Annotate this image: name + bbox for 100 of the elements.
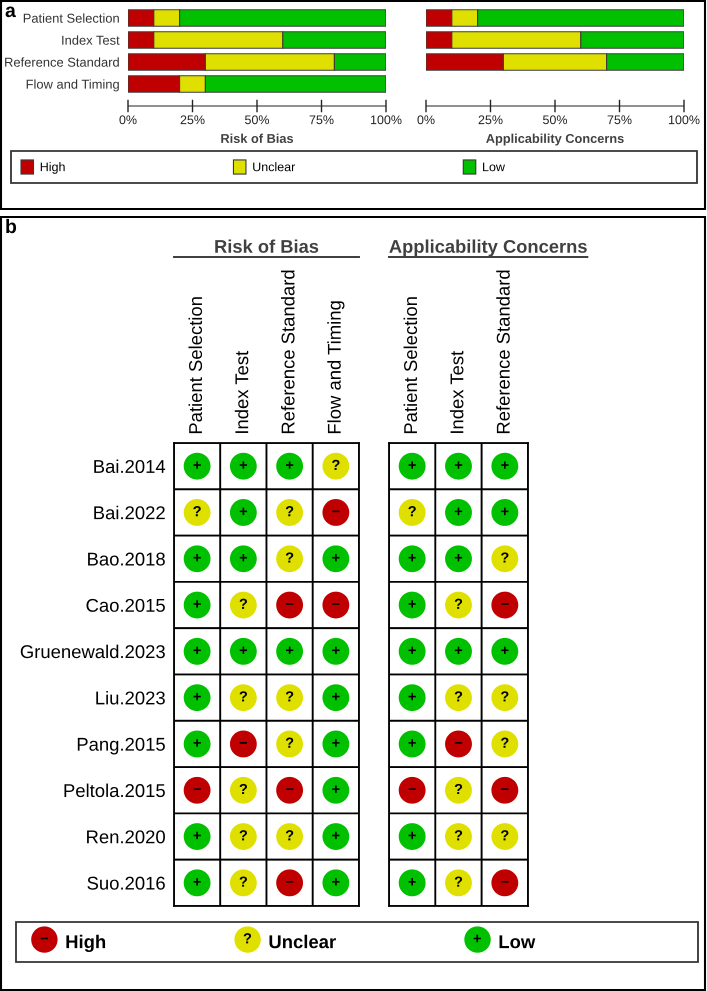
y-tick-label: Bai.2022 [94, 506, 165, 520]
x-tick-label: 0% [119, 115, 137, 124]
text: + [501, 646, 508, 654]
text: ? [240, 830, 247, 840]
chart-title: Applicability Concerns [389, 239, 587, 257]
text: + [408, 554, 416, 562]
text: ? [454, 830, 462, 840]
x-tick-label: Reference Standard [281, 270, 295, 434]
text: ? [240, 876, 247, 887]
text: ? [454, 784, 462, 794]
x-tick-label: 75% [310, 115, 334, 124]
x-tick-label: Patient Selection [404, 297, 418, 434]
text: + [454, 461, 462, 469]
y-tick-label: Patient Selection [24, 13, 119, 23]
y-tick-label: Gruenewald.2023 [20, 644, 165, 658]
legend-label: Unclear [253, 162, 296, 172]
text: ? [501, 552, 508, 563]
x-tick-label: 100% [370, 115, 402, 124]
text: + [408, 832, 416, 840]
text: − [408, 788, 416, 790]
text: + [240, 461, 248, 469]
text: ? [408, 506, 416, 516]
text: ? [240, 784, 247, 794]
text: + [408, 878, 416, 886]
y-tick-label: Ren.2020 [87, 830, 165, 844]
text: + [332, 739, 340, 747]
text: + [408, 461, 416, 469]
text: + [454, 554, 462, 562]
y-tick-label: Suo.2016 [87, 876, 165, 890]
text: ? [501, 691, 508, 702]
text: − [240, 742, 248, 744]
y-tick-label: Bao.2018 [88, 552, 165, 566]
text: High [66, 934, 106, 952]
text: − [286, 880, 294, 883]
text: + [240, 646, 248, 654]
y-tick-label: Cao.2015 [86, 598, 165, 612]
legend-label: High [40, 162, 65, 174]
x-tick-label: 0% [417, 115, 435, 124]
text: + [286, 461, 294, 469]
text: + [454, 646, 462, 654]
text: + [332, 692, 340, 700]
text: − [501, 603, 508, 605]
text: + [332, 646, 340, 654]
text: − [454, 742, 462, 744]
text: + [193, 461, 201, 469]
x-tick-label: 50% [542, 115, 568, 124]
legend-label: Low [483, 162, 505, 172]
text: + [454, 508, 462, 516]
text: + [240, 554, 248, 562]
text: ? [286, 691, 294, 702]
x-tick-label: 50% [244, 115, 270, 124]
text: + [193, 692, 201, 700]
x-tick-label: 25% [180, 115, 205, 124]
text: + [501, 461, 508, 469]
text: + [501, 508, 508, 516]
text: − [286, 788, 294, 790]
text: Low [500, 935, 536, 948]
text: + [240, 508, 248, 516]
x-axis-title: Applicability Concerns [486, 134, 624, 146]
y-tick-label: Pang.2015 [78, 738, 165, 754]
text: − [501, 788, 508, 790]
text: + [193, 646, 201, 654]
text: ? [286, 830, 294, 840]
text: ? [244, 933, 252, 944]
text: b [6, 218, 16, 234]
text: + [408, 600, 416, 608]
text: − [193, 788, 201, 790]
text: ? [454, 876, 462, 887]
text: + [408, 739, 416, 747]
text: + [193, 878, 201, 886]
text: ? [501, 830, 508, 840]
text: + [193, 554, 201, 562]
text: Unclear [269, 934, 336, 948]
text: + [408, 646, 416, 654]
text: − [501, 880, 508, 883]
text: + [332, 785, 340, 793]
text: ? [286, 506, 294, 516]
x-tick-label: 75% [608, 115, 632, 124]
text: + [332, 832, 340, 840]
x-tick-label: Flow and Timing [327, 301, 344, 434]
text: + [408, 692, 416, 700]
x-tick-label: Index Test [234, 350, 248, 433]
text: ? [240, 691, 247, 702]
text: + [193, 832, 201, 840]
y-tick-label: Bai.2014 [94, 459, 166, 474]
text: − [40, 938, 48, 940]
text: ? [286, 738, 294, 748]
text: ? [501, 738, 508, 748]
text: ? [193, 506, 201, 516]
text: ? [286, 552, 294, 563]
text: + [193, 739, 201, 747]
text: + [193, 600, 201, 608]
y-tick-label: Peltola.2015 [64, 784, 165, 798]
x-tick-label: 100% [668, 115, 700, 124]
y-tick-label: Liu.2023 [96, 690, 165, 705]
text: − [332, 510, 340, 512]
text: + [474, 934, 481, 942]
text: + [286, 646, 294, 654]
text: + [332, 878, 340, 886]
chart-title: Risk of Bias [215, 239, 318, 253]
